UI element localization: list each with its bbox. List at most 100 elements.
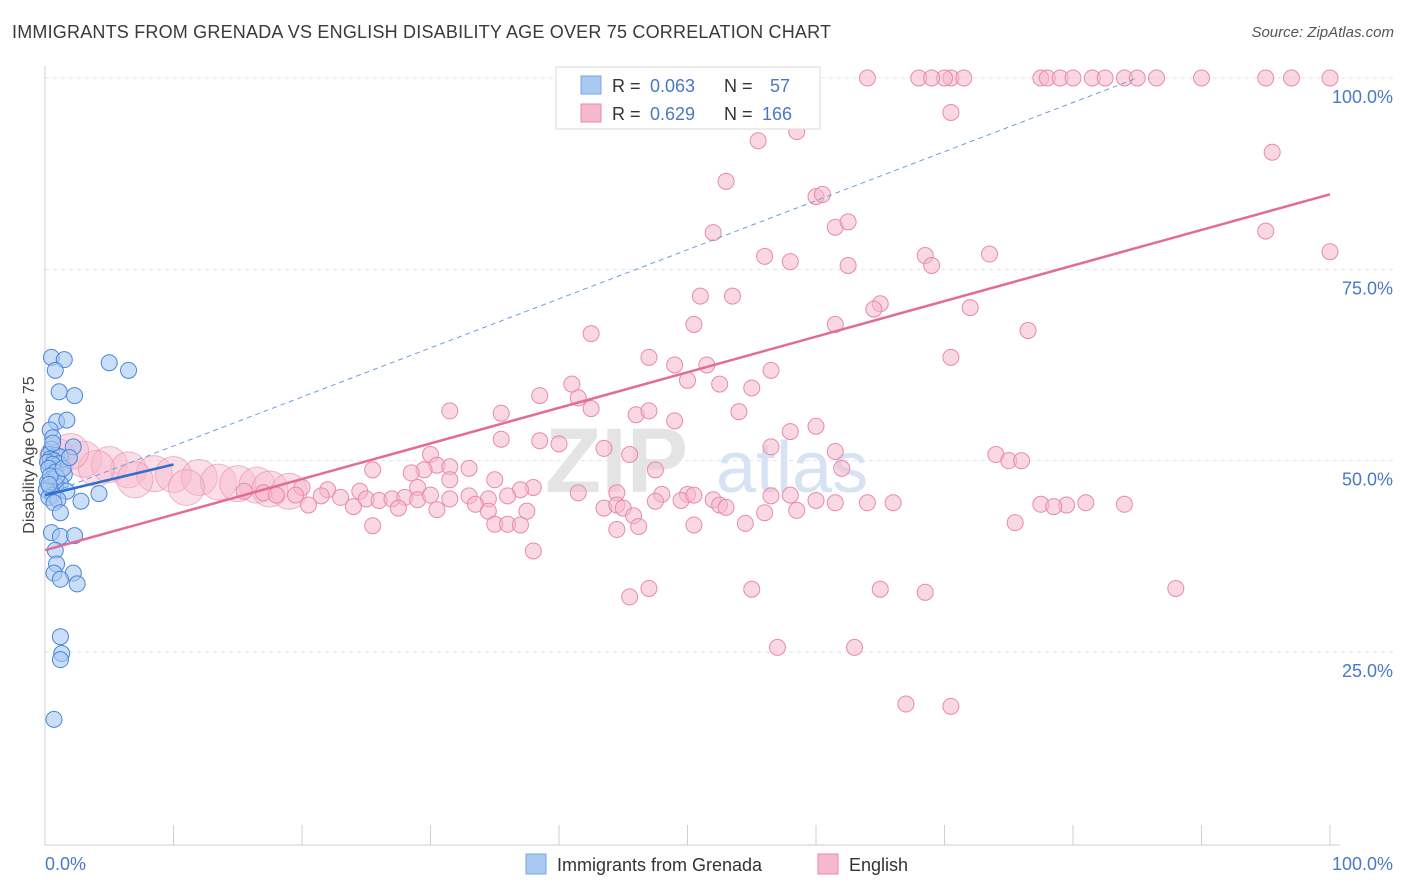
x-tick-label: 0.0% — [45, 854, 86, 874]
english-point — [621, 588, 639, 606]
english-point — [492, 404, 510, 422]
english-point — [781, 486, 799, 504]
source-label: Source: ZipAtlas.com — [1251, 24, 1394, 41]
bottom-legend-label-grenada: Immigrants from Grenada — [557, 855, 763, 875]
english-point — [781, 253, 799, 271]
english-point — [1193, 69, 1210, 87]
english-point — [563, 375, 581, 393]
grenada-trend-line — [44, 463, 174, 497]
axis-labels: 25.0% 50.0% 75.0% 100.0% 0.0% 100.0% — [45, 87, 1393, 874]
english-point — [756, 247, 774, 265]
english-point — [1321, 69, 1339, 87]
correlation-legend: R = 0.063 N = 57 R = 0.629 N = 166 — [555, 66, 821, 130]
english-point — [826, 442, 844, 460]
grenada-points — [37, 348, 138, 728]
series-legend: Immigrants from Grenada English — [525, 853, 908, 875]
english-point — [839, 257, 857, 275]
english-point — [743, 379, 761, 397]
english-point — [630, 517, 648, 535]
y-axis-title: Disability Age Over 75 — [21, 376, 38, 534]
english-point — [582, 400, 600, 418]
english-point — [723, 287, 741, 305]
english-point — [299, 496, 317, 514]
english-point — [389, 499, 407, 517]
english-point — [492, 430, 510, 448]
english-point — [1257, 69, 1275, 87]
english-point — [1128, 69, 1146, 87]
english-point — [441, 471, 459, 489]
english-point — [826, 494, 844, 512]
english-point — [1167, 579, 1185, 597]
bottom-legend-swatch-blue — [525, 853, 547, 875]
english-point — [287, 486, 305, 504]
grenada-point — [50, 383, 68, 401]
legend-r-label-1: R = — [612, 76, 641, 96]
english-point — [1115, 495, 1133, 513]
english-point — [1064, 69, 1082, 87]
english-trend-line — [44, 193, 1331, 552]
bottom-legend-swatch-pink — [817, 853, 839, 875]
english-point — [846, 638, 864, 656]
legend-r-label-2: R = — [612, 104, 641, 124]
english-point — [736, 514, 754, 532]
grenada-point — [40, 475, 58, 493]
grenada-point — [45, 710, 63, 728]
english-point — [749, 132, 767, 150]
english-point — [640, 402, 658, 420]
grenada-point — [120, 361, 138, 379]
english-point — [717, 172, 735, 190]
english-point — [1019, 322, 1037, 340]
english-point — [923, 69, 941, 87]
english-point — [595, 439, 613, 457]
english-point — [685, 486, 703, 504]
grenada-point — [44, 434, 62, 452]
english-point — [711, 375, 729, 393]
english-point — [955, 69, 973, 87]
english-point — [942, 103, 960, 121]
english-point — [441, 402, 459, 420]
english-point — [518, 502, 536, 520]
english-point — [1045, 498, 1063, 516]
grenada-point — [66, 387, 84, 405]
legend-swatch-pink — [580, 103, 602, 123]
english-point — [942, 697, 960, 715]
grenada-point — [51, 651, 69, 669]
english-point — [961, 299, 979, 317]
legend-swatch-blue — [580, 75, 602, 95]
english-point — [167, 468, 205, 506]
legend-n-label-2: N = — [724, 104, 753, 124]
grenada-point — [46, 361, 64, 379]
english-point — [666, 356, 684, 374]
english-point — [646, 492, 664, 510]
english-point — [621, 446, 639, 464]
english-point — [768, 638, 786, 656]
english-point — [762, 438, 780, 456]
english-point — [428, 501, 446, 519]
english-point — [666, 412, 684, 430]
english-point — [422, 486, 439, 504]
grenada-trend-dashed — [44, 77, 1138, 496]
english-point — [1077, 494, 1095, 512]
english-point — [531, 432, 549, 450]
english-point — [199, 463, 237, 501]
english-point — [884, 494, 902, 512]
english-point — [1257, 222, 1275, 240]
english-point — [858, 494, 876, 512]
grenada-point — [100, 354, 118, 372]
english-point — [1006, 514, 1024, 532]
grenada-point — [68, 575, 86, 593]
grenada-point — [51, 570, 69, 588]
english-point — [839, 213, 857, 231]
y-tick-label: 25.0% — [1342, 661, 1393, 681]
english-point — [180, 459, 218, 497]
english-point — [267, 486, 285, 504]
english-point — [717, 498, 735, 516]
english-point — [1263, 143, 1281, 161]
english-point — [730, 403, 748, 421]
grenada-point — [51, 628, 69, 646]
english-point — [685, 516, 703, 534]
english-point — [762, 361, 780, 379]
english-point — [781, 423, 799, 441]
legend-n-label-1: N = — [724, 76, 753, 96]
english-point — [788, 501, 806, 519]
